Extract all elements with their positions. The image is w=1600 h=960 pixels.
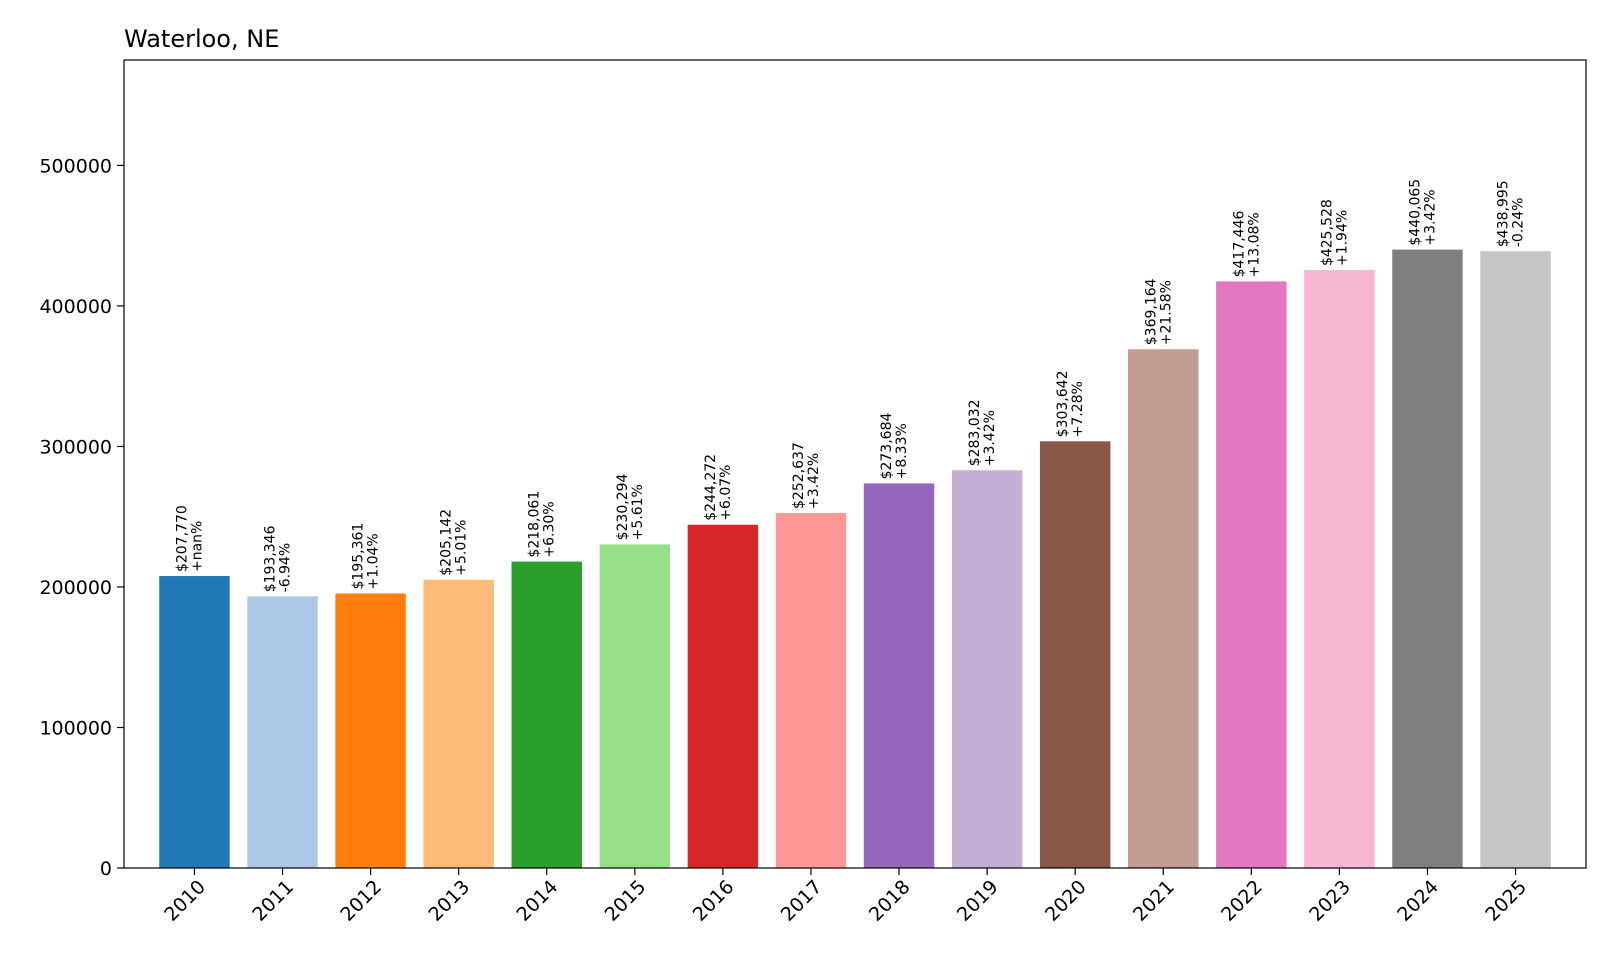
bar-2020 (1039, 441, 1111, 868)
bar-value-label: $205,142 (439, 509, 455, 576)
y-tick-label: 0 (100, 858, 112, 880)
bar-change-label: +8.33% (894, 423, 910, 479)
bar-value-label: $283,032 (967, 399, 983, 466)
y-tick-label: 500000 (39, 155, 112, 177)
bar-value-label: $438,995 (1496, 180, 1512, 247)
bar-change-label: +3.42% (1422, 189, 1438, 245)
bar-change-label: -6.94% (278, 543, 294, 593)
y-tick-label: 200000 (39, 577, 112, 599)
bar-data-label: $440,065+3.42% (1407, 179, 1438, 246)
bar-2023 (1304, 270, 1375, 868)
bar-2024 (1392, 249, 1463, 868)
bar-change-label: +6.07% (718, 465, 734, 521)
x-tick-label: 2021 (1129, 876, 1179, 926)
bar-data-label: $218,061+6.30% (527, 491, 558, 558)
x-tick-label: 2015 (601, 876, 651, 926)
bar-2017 (775, 512, 847, 868)
bar-2014 (511, 561, 582, 868)
bar-value-label: $244,272 (703, 454, 719, 521)
bar-change-label: +7.28% (1070, 381, 1086, 437)
bar-data-label: $273,684+8.33% (879, 413, 910, 480)
bar-value-label: $369,164 (1143, 278, 1159, 345)
bar-change-label: +21.58% (1158, 280, 1174, 345)
bar-change-label: +1.04% (366, 533, 382, 589)
bar-2025 (1480, 251, 1551, 869)
bars (159, 249, 1551, 869)
y-tick-label: 100000 (39, 717, 112, 739)
bar-data-label: $207,770+nan% (174, 505, 205, 572)
bar-2013 (423, 579, 494, 868)
x-tick-label: 2011 (248, 876, 298, 926)
x-tick-label: 2013 (424, 876, 474, 926)
bar-change-label: +3.42% (982, 410, 998, 466)
bar-change-label: +1.94% (1334, 210, 1350, 266)
bar-2011 (247, 596, 318, 868)
plot-frame (123, 59, 1587, 869)
bar-data-label: $244,272+6.07% (703, 454, 734, 521)
bar-2019 (951, 470, 1023, 868)
y-tick-label: 300000 (39, 436, 112, 458)
bar-2015 (599, 544, 671, 868)
bar-value-label: $252,637 (791, 442, 807, 509)
bar-2018 (863, 483, 935, 868)
bar-2010 (159, 576, 230, 868)
bar-data-label: $205,142+5.01% (439, 509, 470, 576)
bar-value-label: $218,061 (527, 491, 543, 558)
x-tick-label: 2023 (1305, 876, 1355, 926)
bar-data-label: $195,361+1.04% (351, 523, 382, 590)
bar-labels: $207,770+nan% $193,346-6.94% $195,361+1.04… (174, 179, 1526, 593)
bar-2016 (687, 524, 759, 868)
bar-value-label: $303,642 (1055, 371, 1071, 438)
bar-value-label: $207,770 (174, 505, 190, 572)
bar-data-label: $417,446+13.08% (1231, 211, 1262, 278)
x-tick-label: 2017 (777, 876, 827, 926)
bar-value-label: $417,446 (1231, 211, 1247, 278)
bar-value-label: $195,361 (351, 523, 367, 590)
bar-change-label: +3.42% (806, 453, 822, 509)
bar-change-label: +5.61% (630, 484, 646, 540)
x-tick-label: 2014 (513, 876, 563, 926)
bar-change-label: +nan% (189, 521, 205, 572)
bar-data-label: $283,032+3.42% (967, 399, 998, 466)
x-tick-label: 2024 (1393, 876, 1443, 926)
bar-2021 (1128, 349, 1199, 868)
bar-data-label: $438,995-0.24% (1496, 180, 1527, 247)
bar-2022 (1216, 281, 1287, 869)
chart-title: Waterloo, NE (124, 25, 279, 53)
bar-change-label: +6.30% (542, 501, 558, 557)
bar-value-label: $440,065 (1407, 179, 1423, 246)
x-tick-label: 2022 (1217, 876, 1267, 926)
y-axis: 0 100000 200000 300000 400000 500000 (39, 155, 124, 880)
bar-data-label: $230,294+5.61% (615, 473, 646, 540)
bar-data-label: $425,528+1.94% (1319, 199, 1350, 266)
bar-change-label: -0.24% (1511, 198, 1527, 248)
x-tick-label: 2019 (953, 876, 1003, 926)
y-tick-label: 400000 (39, 296, 112, 318)
x-tick-label: 2020 (1041, 876, 1091, 926)
bar-data-label: $252,637+3.42% (791, 442, 822, 509)
x-tick-label: 2012 (336, 876, 386, 926)
bar-data-label: $369,164+21.58% (1143, 278, 1174, 345)
bar-value-label: $273,684 (879, 413, 895, 480)
bar-data-label: $303,642+7.28% (1055, 371, 1086, 438)
bar-value-label: $193,346 (263, 525, 279, 592)
bar-2012 (335, 593, 406, 868)
bar-value-label: $230,294 (615, 473, 631, 540)
x-tick-label: 2010 (160, 876, 210, 926)
x-axis: 2010 2011 2012 2013 2014 2015 2016 2017 2018 2019… (160, 868, 1531, 926)
bar-value-label: $425,528 (1319, 199, 1335, 266)
x-tick-label: 2018 (865, 876, 915, 926)
bar-change-label: +5.01% (454, 520, 470, 576)
x-tick-label: 2025 (1481, 876, 1531, 926)
bar-change-label: +13.08% (1246, 212, 1262, 277)
bar-data-label: $193,346-6.94% (263, 525, 294, 592)
x-tick-label: 2016 (689, 876, 739, 926)
